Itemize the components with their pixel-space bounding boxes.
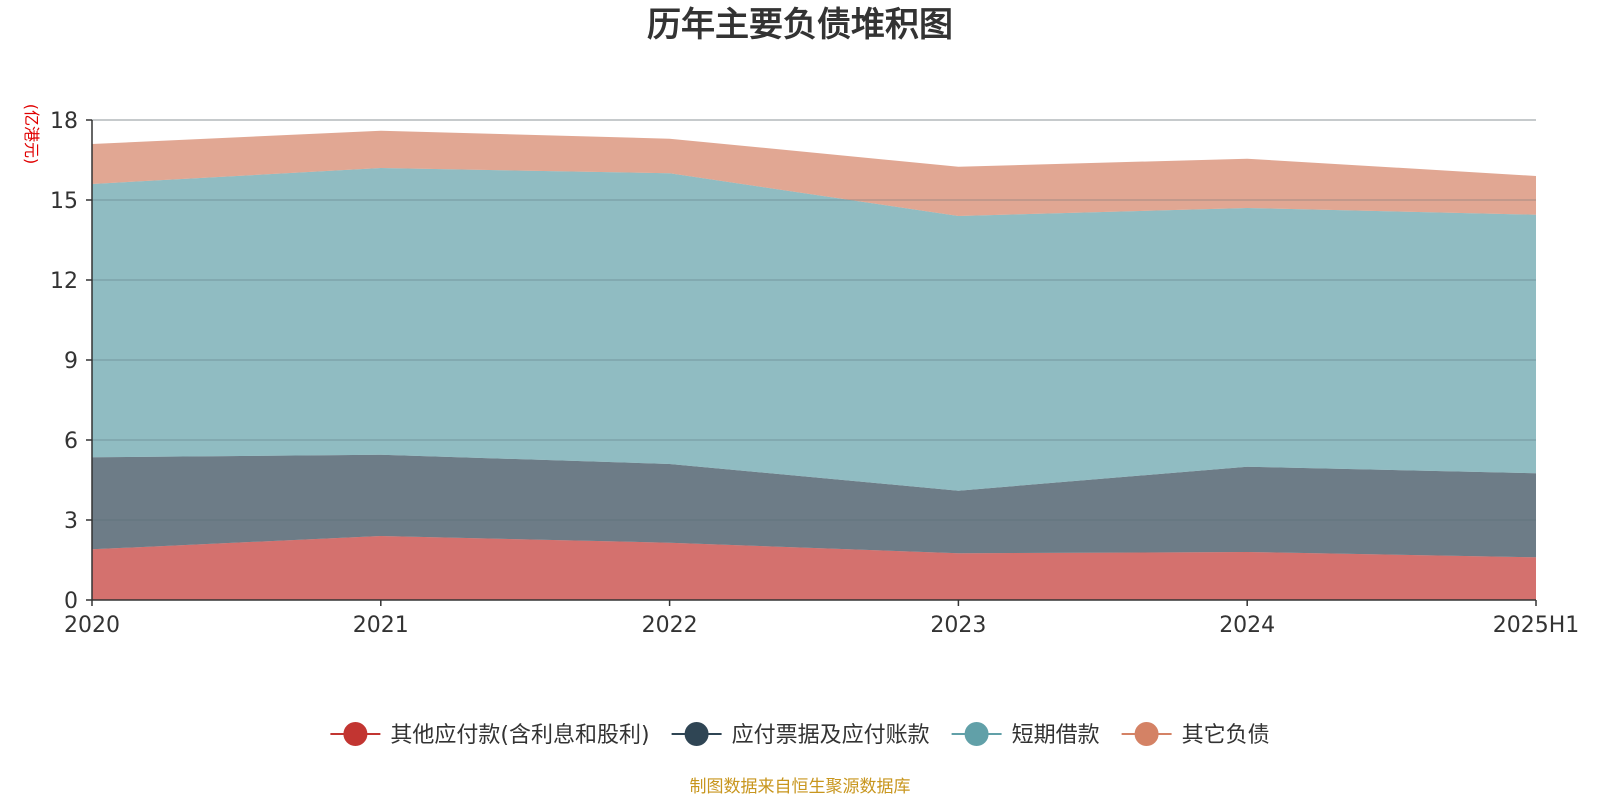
y-tick-label-9: 9 [64,349,78,374]
legend-label-0: 其他应付款(含利息和股利) [390,723,649,748]
x-tick-label-2022: 2022 [642,613,698,638]
legend-item-1[interactable]: 应付票据及应付账款 [671,722,930,748]
data-source-footer: 制图数据来自恒生聚源数据库 [690,777,911,797]
chart-title: 历年主要负债堆积图 [647,5,953,45]
y-tick-label-6: 6 [64,429,78,454]
legend[interactable]: 其他应付款(含利息和股利) 应付票据及应付账款 短期借款 其它负债 [330,722,1270,748]
x-tick-label-2023: 2023 [930,613,986,638]
y-axis-unit-label: (亿港元) [22,104,41,165]
legend-label-1: 应付票据及应付账款 [732,723,930,748]
legend-marker-2 [964,722,989,746]
legend-item-2[interactable]: 短期借款 [951,722,1100,748]
legend-marker-0 [343,722,368,746]
legend-item-3[interactable]: 其它负债 [1121,722,1270,748]
axes: 0 3 6 9 12 15 18 2020 2021 2022 2023 2024 2025H1 [50,109,1579,638]
area-series-2 [92,168,1536,491]
legend-marker-1 [684,722,709,746]
legend-marker-3 [1134,722,1159,746]
y-tick-label-0: 0 [64,589,78,614]
y-tick-label-18: 18 [50,109,78,134]
x-tick-label-2024: 2024 [1219,613,1275,638]
legend-label-2: 短期借款 [1012,723,1100,748]
y-tick-label-3: 3 [64,509,78,534]
area-series-3 [92,130,1536,216]
stacked-areas [92,119,1536,600]
x-tick-label-2020: 2020 [64,613,120,638]
legend-item-0[interactable]: 其他应付款(含利息和股利) [330,722,650,748]
x-tick-label-2025H1: 2025H1 [1493,613,1580,638]
y-tick-label-12: 12 [50,269,78,294]
area-series-1 [92,454,1536,558]
legend-label-3: 其它负债 [1182,723,1270,748]
area-series-0 [92,536,1536,600]
y-tick-label-15: 15 [50,189,78,214]
x-tick-label-2021: 2021 [353,613,409,638]
